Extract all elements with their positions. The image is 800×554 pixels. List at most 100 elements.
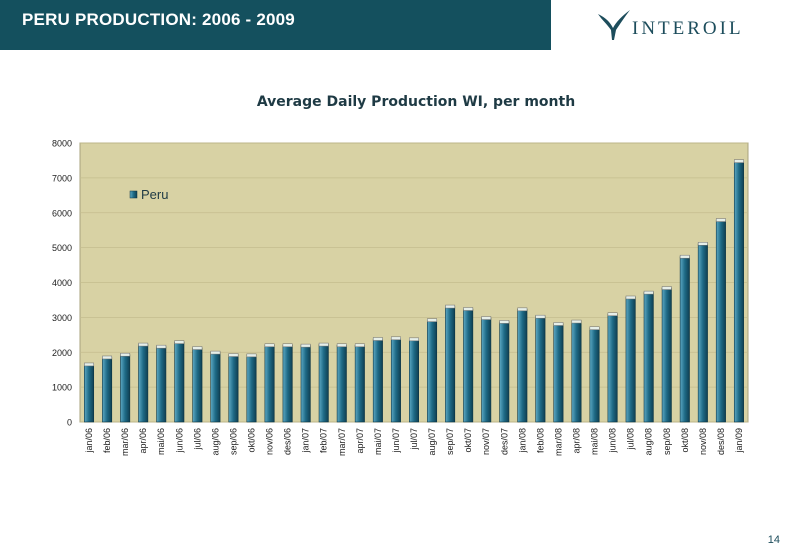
bar-cap (734, 159, 744, 163)
x-tick-label: feb/06 (102, 428, 112, 453)
x-tick-label: apr/07 (355, 428, 365, 454)
bar (607, 313, 618, 423)
bar (228, 354, 239, 423)
bar-cap (409, 337, 419, 342)
bar-cap (643, 290, 654, 295)
x-tick-label: jun/08 (608, 428, 618, 454)
page-number: 14 (767, 534, 780, 546)
slide-title: PERU PRODUCTION: 2006 - 2009 (22, 10, 295, 29)
bar-cap (138, 342, 149, 347)
y-tick-label: 6000 (52, 208, 72, 218)
bar (102, 357, 113, 423)
x-tick-label: mar/08 (553, 428, 563, 456)
x-tick-label: okt/08 (680, 428, 690, 453)
bar-cap (84, 362, 94, 367)
bar-cap (210, 350, 221, 355)
bar (264, 344, 275, 423)
bar (138, 344, 149, 423)
bar-cap (535, 314, 546, 319)
bar (715, 219, 726, 423)
x-tick-label: apr/08 (571, 428, 581, 454)
bar-cap (625, 295, 636, 300)
bar (300, 345, 311, 423)
bar-cap (517, 307, 528, 312)
x-tick-label: jan/09 (734, 428, 744, 454)
bar-cap (427, 318, 437, 322)
x-tick-label: mar/06 (120, 428, 130, 456)
bar-cap (481, 316, 492, 320)
bar-cap (264, 343, 275, 348)
x-tick-label: feb/08 (535, 428, 545, 453)
legend-label: Peru (141, 187, 168, 202)
legend-swatch (129, 190, 138, 199)
bar (156, 346, 167, 423)
x-tick-label: aug/08 (644, 428, 654, 456)
interoil-logo: INTEROIL (596, 8, 792, 48)
bar (643, 292, 654, 423)
x-tick-label: jan/08 (517, 428, 527, 454)
bar (84, 364, 95, 423)
bar-cap (391, 336, 401, 341)
x-tick-label: sep/08 (662, 428, 672, 455)
bar-cap (156, 344, 167, 349)
y-tick-label: 2000 (52, 348, 72, 358)
bar-cap (571, 319, 582, 324)
x-tick-label: nov/06 (265, 428, 275, 455)
bar-cap (661, 286, 672, 290)
x-tick-label: aug/07 (427, 428, 437, 456)
bar-cap (499, 320, 510, 324)
bar (517, 309, 528, 423)
bar-cap (697, 242, 708, 246)
x-tick-label: apr/06 (138, 428, 148, 454)
bar-cap (300, 343, 311, 348)
bar (733, 160, 744, 423)
bar-cap (246, 353, 257, 358)
bar (354, 344, 365, 423)
x-tick-label: des/06 (283, 428, 293, 455)
bar (390, 337, 401, 423)
x-tick-label: jan/06 (84, 428, 94, 454)
x-tick-label: okt/06 (247, 428, 257, 453)
bar-cap (715, 218, 726, 222)
y-tick-label: 1000 (52, 383, 72, 393)
y-tick-label: 3000 (52, 313, 72, 323)
x-tick-label: mai/08 (590, 428, 600, 455)
x-tick-label: sep/06 (228, 428, 238, 455)
x-tick-label: mai/07 (373, 428, 383, 455)
bar (372, 338, 383, 423)
bar-cap (282, 343, 293, 348)
y-tick-label: 8000 (52, 139, 72, 149)
bar (192, 347, 203, 423)
x-tick-label: mai/06 (156, 428, 166, 455)
bar (445, 306, 456, 423)
header-banner: PERU PRODUCTION: 2006 - 2009 (0, 0, 551, 50)
x-tick-label: sep/07 (445, 428, 455, 455)
x-tick-label: des/07 (499, 428, 509, 455)
x-tick-label: aug/06 (210, 428, 220, 456)
bar (174, 341, 185, 423)
bar (625, 297, 636, 423)
bar-cap (120, 352, 131, 357)
bar (481, 317, 492, 423)
x-tick-label: nov/07 (481, 428, 491, 455)
bar-cap (589, 326, 600, 330)
bar-cap (463, 307, 474, 311)
bar-cap (318, 342, 329, 347)
x-tick-label: feb/07 (319, 428, 329, 453)
whale-tail-icon (598, 10, 630, 40)
bar-cap (174, 340, 185, 344)
bar-cap (679, 254, 690, 259)
bar-cap (445, 304, 456, 309)
bar-cap (354, 343, 365, 348)
x-tick-label: jul/07 (409, 428, 419, 451)
bar (589, 327, 600, 423)
x-tick-label: des/08 (716, 428, 726, 455)
bar (246, 355, 257, 423)
y-tick-label: 5000 (52, 243, 72, 253)
x-tick-label: jun/06 (174, 428, 184, 454)
bar-cap (553, 322, 564, 326)
y-tick-label: 4000 (52, 278, 72, 288)
bar (409, 339, 419, 423)
x-tick-label: mar/07 (337, 428, 347, 456)
